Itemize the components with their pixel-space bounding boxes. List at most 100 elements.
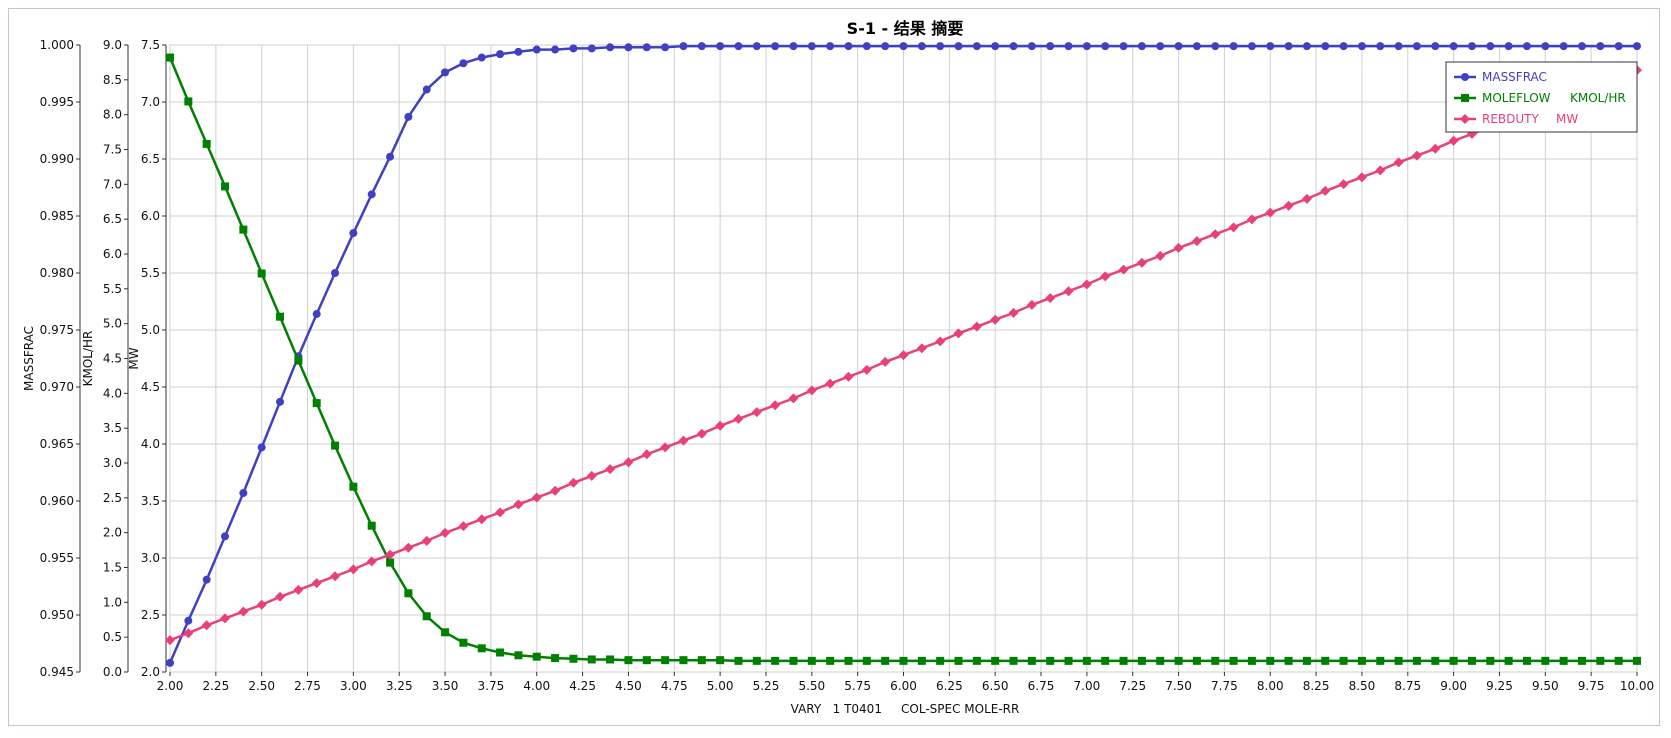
- mw-axis-label: MW: [127, 347, 141, 369]
- x-tick-label: 4.50: [615, 679, 642, 693]
- data-point-rebduty: [1448, 135, 1459, 146]
- data-point-rebduty: [788, 393, 799, 404]
- data-point-massfrac: [1137, 42, 1146, 51]
- data-point-moleflow: [1156, 656, 1165, 665]
- data-point-rebduty: [880, 356, 891, 367]
- data-point-rebduty: [825, 378, 836, 389]
- legend-label: REBDUTY: [1482, 112, 1540, 126]
- x-tick-label: 6.00: [890, 679, 917, 693]
- data-point-massfrac: [551, 45, 560, 54]
- data-point-rebduty: [806, 385, 817, 396]
- data-point-rebduty: [311, 578, 322, 589]
- data-point-rebduty: [1210, 229, 1221, 240]
- mw-tick-label: 5.0: [141, 323, 160, 337]
- data-point-rebduty: [513, 499, 524, 510]
- series-moleflow: [166, 53, 1641, 665]
- data-point-moleflow: [441, 628, 450, 637]
- data-point-massfrac: [422, 85, 431, 94]
- data-point-moleflow: [606, 655, 615, 664]
- data-point-moleflow: [221, 182, 230, 191]
- x-tick-label: 5.50: [798, 679, 825, 693]
- data-point-massfrac: [1174, 42, 1183, 51]
- data-point-rebduty: [1228, 222, 1239, 233]
- data-point-moleflow: [1009, 656, 1018, 665]
- legend-label: MOLEFLOW: [1482, 91, 1551, 105]
- legend-item-moleflow[interactable]: MOLEFLOW KMOL/HR: [1454, 91, 1626, 105]
- data-point-moleflow: [184, 97, 193, 106]
- data-point-moleflow: [294, 356, 303, 365]
- x-tick-label: 4.75: [661, 679, 688, 693]
- data-point-moleflow: [1486, 656, 1495, 665]
- legend-item-rebduty[interactable]: REBDUTY MW: [1454, 112, 1578, 126]
- legend-box: [1445, 61, 1638, 133]
- data-point-moleflow: [1192, 656, 1201, 665]
- kmol-tick-label: 2.0: [103, 526, 122, 540]
- data-point-massfrac: [1541, 42, 1550, 51]
- kmol-axis-label: KMOL/HR: [81, 331, 95, 387]
- data-point-massfrac: [789, 42, 798, 51]
- legend[interactable]: MASSFRAC MOLEFLOW KMOL/HR REBDUTY MW: [1445, 61, 1638, 133]
- data-point-rebduty: [495, 507, 506, 518]
- data-point-massfrac: [386, 152, 395, 161]
- data-point-massfrac: [1247, 42, 1256, 51]
- data-point-moleflow: [1064, 656, 1073, 665]
- data-point-rebduty: [421, 535, 432, 546]
- data-point-massfrac: [954, 42, 963, 51]
- data-point-moleflow: [1449, 656, 1458, 665]
- massfrac-axis-label: MASSFRAC: [22, 326, 36, 391]
- data-point-rebduty: [953, 328, 964, 339]
- x-tick-label: 2.50: [248, 679, 275, 693]
- data-point-moleflow: [771, 656, 780, 665]
- data-point-massfrac: [1596, 42, 1605, 51]
- data-point-rebduty: [1136, 257, 1147, 268]
- data-point-moleflow: [1137, 656, 1146, 665]
- data-point-moleflow: [862, 656, 871, 665]
- data-point-rebduty: [293, 584, 304, 595]
- mw-tick-label: 3.0: [141, 551, 160, 565]
- data-point-rebduty: [476, 514, 487, 525]
- data-point-rebduty: [1430, 143, 1441, 154]
- data-point-moleflow: [1082, 656, 1091, 665]
- x-axis-label: VARY 1 T0401 COL-SPEC MOLE-RR: [791, 702, 1020, 716]
- data-point-rebduty: [990, 314, 1001, 325]
- mw-tick-label: 5.5: [141, 266, 160, 280]
- data-point-moleflow: [624, 656, 633, 665]
- data-point-moleflow: [312, 399, 321, 408]
- x-tick-label: 5.00: [707, 679, 734, 693]
- data-point-massfrac: [1284, 42, 1293, 51]
- data-point-massfrac: [184, 616, 193, 625]
- mw-tick-label: 4.0: [141, 437, 160, 451]
- data-point-massfrac: [1504, 42, 1513, 51]
- data-point-moleflow: [679, 656, 688, 665]
- massfrac-tick-label: 0.980: [40, 266, 74, 280]
- data-point-massfrac: [1339, 42, 1348, 51]
- legend-item-massfrac[interactable]: MASSFRAC: [1454, 70, 1547, 84]
- data-point-massfrac: [661, 43, 670, 52]
- mw-tick-label: 2.5: [141, 608, 160, 622]
- data-point-rebduty: [843, 371, 854, 382]
- data-point-massfrac: [496, 50, 505, 59]
- data-point-rebduty: [971, 321, 982, 332]
- data-point-rebduty: [256, 599, 267, 610]
- x-tick-label: 3.25: [386, 679, 413, 693]
- kmol-tick-label: 5.5: [103, 282, 122, 296]
- data-point-moleflow: [551, 654, 560, 663]
- data-point-moleflow: [642, 656, 651, 665]
- kmol-tick-label: 1.5: [103, 561, 122, 575]
- data-point-moleflow: [1431, 656, 1440, 665]
- data-point-massfrac: [771, 42, 780, 51]
- data-point-rebduty: [1081, 279, 1092, 290]
- data-point-rebduty: [531, 492, 542, 503]
- data-point-massfrac: [1467, 42, 1476, 51]
- chart-title: S-1 - 结果 摘要: [847, 19, 964, 38]
- legend-swatch-marker: [1460, 114, 1470, 124]
- data-point-moleflow: [1522, 656, 1531, 665]
- data-point-massfrac: [1064, 42, 1073, 51]
- x-tick-label: 2.00: [157, 679, 184, 693]
- data-point-massfrac: [1119, 42, 1128, 51]
- data-point-moleflow: [716, 656, 725, 665]
- massfrac-tick-label: 0.950: [40, 608, 74, 622]
- data-point-moleflow: [1467, 656, 1476, 665]
- data-point-rebduty: [1246, 214, 1257, 225]
